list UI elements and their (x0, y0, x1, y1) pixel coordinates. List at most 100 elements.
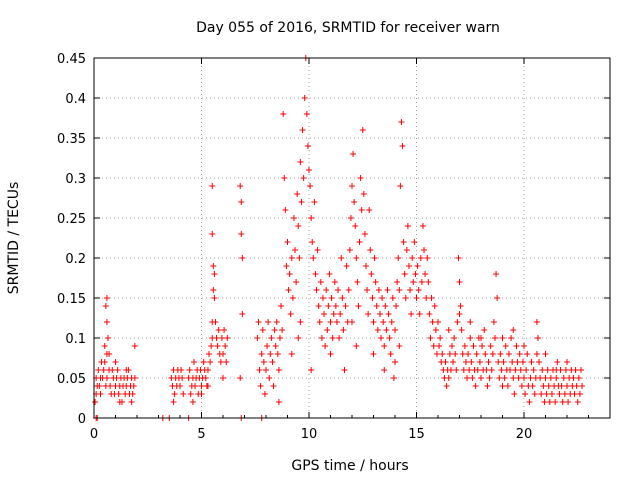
data-point (343, 263, 350, 269)
y-tick-label: 0 (78, 412, 86, 427)
data-point (575, 375, 582, 381)
data-point (103, 295, 110, 301)
data-point (495, 359, 502, 365)
x-axis-label: GPS time / hours (291, 458, 408, 474)
data-point (286, 271, 293, 277)
data-point (317, 279, 324, 285)
data-point (408, 311, 415, 317)
data-point (280, 111, 287, 117)
plot-frame (93, 57, 611, 419)
data-point (428, 295, 435, 301)
data-point (208, 343, 215, 349)
data-point (301, 95, 308, 101)
data-point (128, 399, 135, 405)
grid-lines (94, 58, 610, 418)
data-point (349, 319, 355, 325)
data-point (499, 383, 506, 389)
data-point (467, 319, 474, 325)
data-point (295, 335, 302, 341)
data-point (328, 295, 335, 301)
data-point (355, 303, 362, 309)
data-point (278, 303, 285, 309)
data-point (450, 359, 457, 365)
data-point (347, 215, 354, 221)
data-point (217, 359, 224, 365)
data-point (442, 359, 449, 365)
data-point (308, 215, 315, 221)
data-point (435, 319, 441, 325)
data-point (416, 311, 423, 317)
data-point (190, 359, 197, 365)
data-point (266, 375, 273, 381)
data-point (101, 343, 108, 349)
data-point (275, 399, 282, 405)
data-point (220, 351, 226, 357)
data-point (518, 383, 525, 389)
data-point (488, 367, 495, 373)
data-point (259, 327, 266, 333)
data-point (100, 367, 107, 373)
data-point (324, 327, 331, 333)
data-point (411, 239, 418, 245)
data-point (123, 367, 130, 373)
data-point (556, 391, 563, 397)
data-point (401, 271, 408, 277)
data-point (129, 391, 136, 397)
data-point (106, 351, 113, 357)
data-point (311, 199, 318, 205)
data-point (220, 375, 226, 381)
data-point (204, 383, 211, 389)
data-point (476, 359, 483, 365)
data-point (255, 319, 262, 325)
data-point (479, 343, 486, 349)
data-point (258, 351, 265, 357)
data-point (378, 335, 385, 341)
data-point (527, 375, 534, 381)
data-point (327, 351, 334, 357)
data-point (433, 351, 440, 357)
data-point (331, 279, 338, 285)
data-point (454, 319, 461, 325)
data-point (404, 223, 411, 229)
data-point (436, 343, 443, 349)
data-point (541, 399, 548, 405)
data-point (223, 359, 230, 365)
data-point (537, 375, 544, 381)
data-point (516, 351, 523, 357)
data-point (542, 375, 549, 381)
data-point (529, 383, 536, 389)
data-point (361, 231, 368, 237)
data-point (381, 343, 388, 349)
data-point (368, 271, 375, 277)
y-tick-label: 0.35 (57, 132, 86, 147)
data-point (357, 175, 364, 181)
data-point (273, 319, 280, 325)
y-tick-label: 0.25 (57, 212, 86, 227)
data-point (107, 383, 114, 389)
data-point (504, 383, 511, 389)
data-point (362, 263, 369, 269)
data-point (574, 399, 581, 405)
data-point (414, 263, 421, 269)
data-point (521, 343, 527, 349)
data-point (496, 375, 503, 381)
data-point (470, 343, 477, 349)
data-point (484, 383, 491, 389)
data-point (178, 367, 185, 373)
data-point (457, 303, 464, 309)
data-point (304, 143, 311, 149)
data-point (104, 335, 111, 341)
data-point (553, 367, 560, 373)
data-point (473, 351, 480, 357)
data-point (198, 391, 205, 397)
data-point (533, 351, 540, 357)
data-point (239, 311, 246, 317)
data-point (456, 279, 463, 285)
data-point (453, 367, 460, 373)
data-point (397, 183, 404, 189)
data-point (507, 367, 514, 373)
data-point (565, 399, 572, 405)
data-point (326, 271, 333, 277)
data-point (292, 247, 299, 253)
data-point (298, 199, 305, 205)
